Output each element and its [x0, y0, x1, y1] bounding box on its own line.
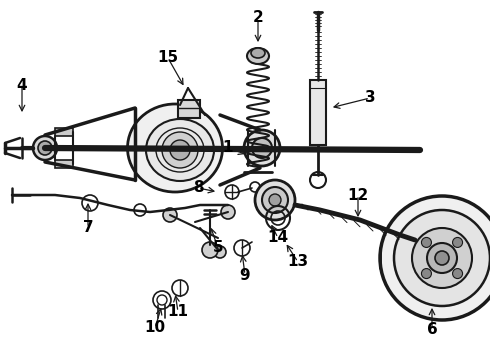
Text: 2: 2	[253, 10, 264, 26]
Text: 3: 3	[365, 90, 375, 105]
Circle shape	[214, 246, 226, 258]
Ellipse shape	[127, 104, 222, 192]
Circle shape	[427, 243, 457, 273]
Circle shape	[202, 242, 218, 258]
Circle shape	[221, 205, 235, 219]
Circle shape	[262, 187, 288, 213]
Text: 10: 10	[145, 320, 166, 336]
Text: 6: 6	[427, 323, 438, 338]
Bar	[178, 100, 200, 118]
Text: 14: 14	[268, 230, 289, 246]
Circle shape	[453, 238, 463, 247]
Circle shape	[33, 136, 57, 160]
Ellipse shape	[251, 48, 265, 58]
Ellipse shape	[247, 48, 269, 64]
Circle shape	[244, 130, 280, 166]
Circle shape	[162, 132, 198, 168]
Circle shape	[255, 180, 295, 220]
Text: 13: 13	[288, 255, 309, 270]
Text: 12: 12	[347, 188, 368, 202]
Circle shape	[163, 208, 177, 222]
Circle shape	[394, 210, 490, 306]
Ellipse shape	[146, 119, 214, 181]
Text: 4: 4	[17, 77, 27, 93]
Circle shape	[435, 251, 449, 265]
Circle shape	[170, 140, 190, 160]
Circle shape	[269, 194, 281, 206]
Bar	[55, 160, 73, 168]
Circle shape	[380, 196, 490, 320]
Text: 5: 5	[213, 240, 223, 256]
Circle shape	[38, 141, 52, 155]
Text: 9: 9	[240, 267, 250, 283]
Text: 11: 11	[168, 305, 189, 320]
Circle shape	[252, 138, 272, 158]
Text: 7: 7	[83, 220, 93, 235]
Text: 8: 8	[193, 180, 203, 195]
Circle shape	[421, 269, 431, 279]
Circle shape	[412, 228, 472, 288]
Circle shape	[421, 238, 431, 247]
Circle shape	[453, 269, 463, 279]
Text: 1: 1	[223, 140, 233, 156]
Text: 15: 15	[157, 50, 178, 66]
Bar	[310, 80, 326, 145]
Bar	[55, 128, 73, 136]
